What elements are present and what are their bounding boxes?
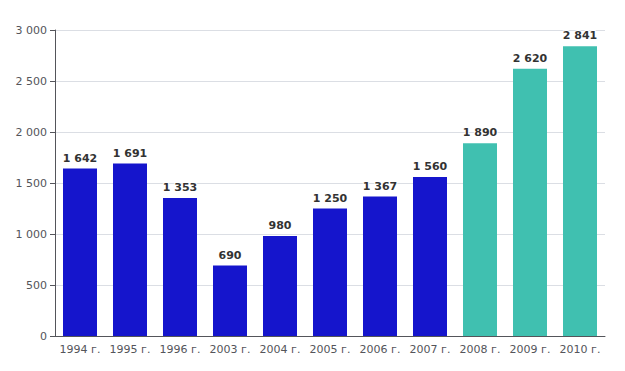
svg-text:1 000: 1 000: [16, 228, 48, 241]
svg-text:2009 г.: 2009 г.: [510, 343, 551, 356]
svg-text:1995 г.: 1995 г.: [110, 343, 151, 356]
svg-text:2 841: 2 841: [563, 29, 597, 42]
svg-text:1 560: 1 560: [413, 160, 448, 173]
svg-text:2010 г.: 2010 г.: [560, 343, 601, 356]
svg-text:2 500: 2 500: [16, 75, 48, 88]
svg-text:690: 690: [219, 249, 242, 262]
svg-text:1 250: 1 250: [313, 192, 348, 205]
svg-text:500: 500: [26, 279, 47, 292]
svg-text:2006 г.: 2006 г.: [360, 343, 401, 356]
svg-text:2 620: 2 620: [513, 52, 548, 65]
svg-text:1994 г.: 1994 г.: [60, 343, 101, 356]
svg-text:2008 г.: 2008 г.: [460, 343, 501, 356]
svg-text:2003 г.: 2003 г.: [210, 343, 251, 356]
svg-text:1 500: 1 500: [16, 177, 48, 190]
svg-text:1 367: 1 367: [363, 180, 397, 193]
svg-text:1 353: 1 353: [163, 181, 197, 194]
svg-text:2004 г.: 2004 г.: [260, 343, 301, 356]
svg-text:2005 г.: 2005 г.: [310, 343, 351, 356]
svg-text:1996 г.: 1996 г.: [160, 343, 201, 356]
svg-text:980: 980: [269, 219, 292, 232]
svg-text:1 642: 1 642: [63, 152, 97, 165]
svg-text:1 890: 1 890: [463, 126, 498, 139]
svg-text:2 000: 2 000: [16, 126, 48, 139]
svg-text:2007 г.: 2007 г.: [410, 343, 451, 356]
svg-text:0: 0: [40, 330, 47, 343]
svg-text:3 000: 3 000: [16, 24, 48, 37]
svg-text:1 691: 1 691: [113, 147, 147, 160]
